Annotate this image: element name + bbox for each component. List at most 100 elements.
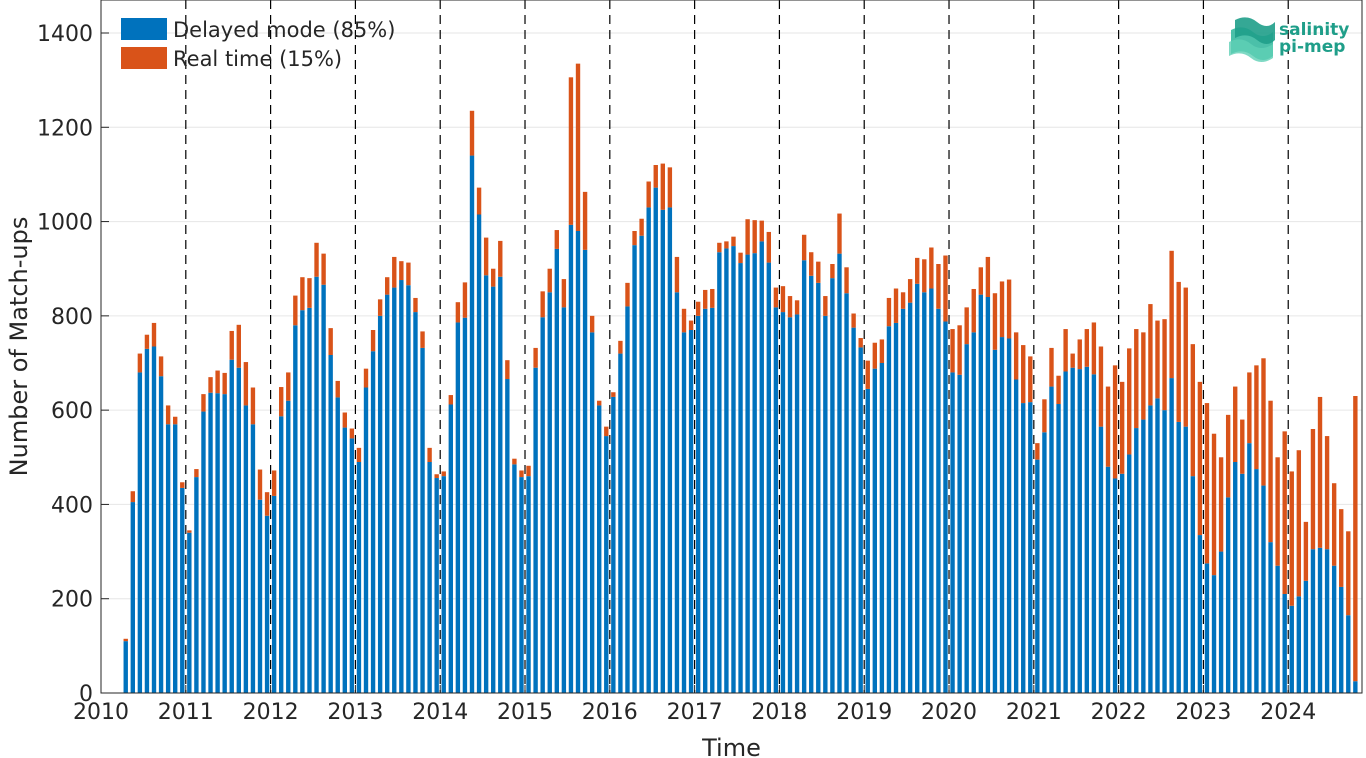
bar-realtime-149 (1176, 281, 1181, 422)
bar-realtime-22 (279, 387, 284, 417)
bar-delayed-100 (830, 278, 835, 693)
bar-realtime-59 (540, 291, 545, 318)
bar-delayed-12 (208, 392, 213, 693)
bar-delayed-116 (943, 321, 948, 693)
bar-realtime-116 (943, 255, 948, 322)
bar-realtime-76 (660, 163, 666, 210)
bar-realtime-54 (505, 360, 510, 380)
bar-realtime-172 (1339, 509, 1344, 587)
legend-label-delayed: Delayed mode (85%) (173, 18, 395, 42)
bar-realtime-67 (597, 400, 602, 406)
bar-delayed-167 (1303, 580, 1309, 693)
bar-realtime-14 (222, 372, 227, 395)
bar-delayed-133 (1063, 371, 1068, 693)
bar-delayed-40 (406, 285, 411, 693)
bar-realtime-148 (1169, 250, 1174, 379)
bar-realtime-1 (130, 491, 135, 503)
bar-realtime-18 (250, 387, 256, 425)
bar-delayed-160 (1254, 469, 1259, 693)
bar-realtime-105 (865, 360, 870, 389)
bar-delayed-62 (561, 307, 567, 693)
bar-realtime-118 (957, 325, 962, 375)
bar-delayed-125 (1006, 338, 1012, 693)
logo-wave-icon (1229, 17, 1275, 62)
bar-realtime-62 (561, 279, 567, 308)
bar-delayed-50 (476, 214, 482, 693)
bar-delayed-147 (1162, 410, 1167, 693)
bar-delayed-56 (519, 477, 524, 693)
bar-realtime-109 (893, 288, 899, 323)
bar-realtime-106 (872, 342, 878, 369)
bar-realtime-83 (710, 288, 715, 308)
bar-realtime-20 (264, 492, 270, 516)
bar-realtime-95 (794, 300, 800, 315)
bar-delayed-66 (589, 332, 595, 693)
bar-delayed-35 (370, 351, 376, 693)
bar-realtime-139 (1105, 386, 1111, 467)
bar-delayed-132 (1056, 404, 1061, 693)
bar-realtime-44 (434, 474, 439, 479)
bar-delayed-25 (300, 310, 305, 693)
bar-realtime-80 (688, 320, 694, 330)
bar-realtime-100 (830, 264, 835, 279)
bar-realtime-156 (1225, 414, 1231, 498)
bar-delayed-41 (413, 312, 418, 693)
bar-delayed-172 (1339, 586, 1344, 693)
bar-delayed-131 (1049, 386, 1054, 693)
bar-realtime-28 (321, 253, 326, 285)
bar-delayed-55 (512, 464, 517, 693)
bar-realtime-0 (123, 638, 128, 642)
bar-realtime-119 (964, 307, 969, 345)
bar-realtime-42 (420, 331, 425, 348)
bar-delayed-143 (1134, 428, 1139, 693)
bar-realtime-124 (999, 281, 1005, 338)
bar-delayed-19 (257, 499, 263, 693)
bar-realtime-29 (328, 328, 333, 355)
bar-delayed-43 (427, 462, 432, 693)
bar-delayed-165 (1289, 605, 1294, 693)
x-tick-labels: 2010 2011 2012 2013 2014 2015 2016 2017 2018 2019… (73, 685, 1316, 725)
logo-text-pimep: pi-mep (1279, 37, 1345, 57)
y-tick-label-1200: 1200 (37, 116, 93, 141)
bar-delayed-114 (929, 288, 934, 693)
bar-delayed-17 (243, 405, 249, 693)
bar-delayed-20 (264, 515, 270, 693)
bar-realtime-152 (1197, 381, 1203, 536)
bar-delayed-59 (540, 317, 545, 693)
bar-realtime-36 (377, 299, 383, 316)
bar-realtime-164 (1282, 431, 1287, 594)
bar-realtime-162 (1268, 400, 1273, 543)
bar-realtime-34 (363, 368, 369, 388)
bar-delayed-78 (674, 292, 680, 693)
bar-delayed-30 (335, 397, 340, 693)
bar-delayed-155 (1218, 551, 1224, 693)
bar-delayed-89 (752, 253, 757, 693)
bar-realtime-146 (1155, 320, 1160, 399)
bar-delayed-86 (731, 246, 736, 694)
bar-realtime-101 (837, 213, 842, 254)
bar-delayed-168 (1310, 549, 1316, 693)
bar-realtime-157 (1233, 386, 1238, 462)
bar-realtime-165 (1289, 471, 1294, 606)
bar-delayed-112 (915, 283, 920, 693)
bar-realtime-145 (1148, 304, 1153, 406)
bar-realtime-33 (356, 447, 362, 462)
bar-delayed-23 (286, 400, 291, 693)
bar-delayed-97 (809, 275, 814, 693)
bar-realtime-6 (165, 405, 171, 425)
bar-delayed-42 (420, 347, 425, 693)
bar-delayed-119 (964, 344, 969, 693)
bar-realtime-107 (879, 339, 885, 363)
bar-realtime-12 (208, 377, 213, 393)
bar-delayed-7 (173, 424, 178, 693)
bar-realtime-108 (886, 297, 892, 327)
bar-realtime-30 (335, 380, 340, 398)
bar-realtime-155 (1218, 457, 1224, 552)
bar-realtime-37 (385, 277, 390, 295)
bars (123, 63, 1358, 694)
bar-realtime-45 (441, 471, 446, 477)
bar-realtime-4 (151, 322, 157, 347)
bar-delayed-141 (1119, 473, 1125, 693)
y-axis-title: Number of Match-ups (5, 217, 33, 477)
